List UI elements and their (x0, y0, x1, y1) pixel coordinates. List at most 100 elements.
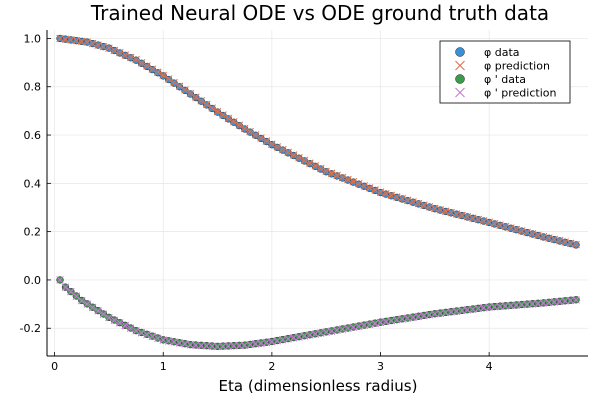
x-tick-label: 0 (51, 360, 58, 373)
data-point (371, 186, 379, 194)
data-point (458, 211, 466, 220)
x-tick-label: 2 (268, 360, 275, 373)
data-point (88, 39, 97, 48)
legend-label: φ data (484, 46, 520, 59)
data-point (126, 53, 135, 62)
legend-marker (455, 87, 465, 98)
data-point (110, 46, 119, 55)
y-tick-label: 0.2 (24, 226, 42, 239)
y-tick-label: 1.0 (24, 32, 42, 45)
data-point (94, 307, 102, 315)
data-point (121, 321, 130, 330)
legend-label: φ ' data (484, 73, 526, 86)
data-point (278, 145, 287, 154)
data-point (333, 171, 341, 180)
x-tick-label: 4 (486, 360, 493, 373)
data-point (414, 199, 423, 208)
y-tick-label: -0.2 (20, 322, 41, 335)
data-point (517, 227, 526, 235)
data-point (300, 156, 309, 165)
data-point (289, 151, 298, 159)
data-point (409, 198, 417, 206)
data-point (240, 124, 249, 133)
series-3 (56, 276, 580, 351)
data-point (447, 208, 455, 217)
series-2 (56, 276, 580, 350)
data-point (431, 204, 439, 213)
data-point (322, 167, 330, 176)
data-point (344, 175, 352, 184)
data-point (246, 127, 254, 136)
data-point (83, 300, 91, 308)
data-point (88, 303, 97, 312)
data-point (496, 221, 504, 229)
data-point (143, 330, 151, 339)
data-point (354, 179, 363, 188)
data-point (197, 96, 206, 105)
data-point (83, 38, 91, 46)
data-point (452, 210, 461, 218)
data-point (105, 44, 113, 52)
data-point (572, 240, 580, 249)
data-point (501, 222, 510, 231)
y-tick-label: 0.8 (24, 81, 42, 94)
data-point (126, 324, 135, 333)
data-point (67, 287, 75, 296)
data-point (159, 71, 168, 80)
data-point (387, 191, 396, 200)
data-point (474, 215, 483, 224)
data-point (327, 169, 336, 178)
data-point (523, 228, 531, 237)
data-point (311, 162, 320, 170)
legend-label: φ ' prediction (484, 87, 556, 100)
legend-marker (455, 60, 465, 71)
data-point (490, 219, 499, 228)
data-point (202, 100, 211, 109)
data-point (398, 194, 407, 203)
data-point (61, 283, 70, 291)
data-point (154, 334, 162, 343)
data-point (72, 292, 81, 300)
data-point (512, 225, 521, 234)
data-point (94, 41, 102, 49)
data-point (77, 296, 86, 305)
data-point (230, 117, 238, 126)
data-point (235, 121, 244, 129)
data-point (360, 182, 369, 190)
data-point (485, 218, 493, 227)
data-point (143, 62, 151, 70)
data-point (110, 316, 119, 325)
data-point (148, 332, 157, 341)
data-point (56, 276, 64, 284)
data-point (137, 328, 146, 337)
y-tick-label: 0.4 (24, 177, 42, 190)
y-tick-label: 0.0 (24, 274, 42, 287)
legend-label: φ prediction (484, 60, 550, 73)
data-point (181, 86, 189, 94)
data-point (338, 173, 347, 182)
data-point (164, 75, 173, 83)
data-point (349, 177, 358, 186)
data-point (393, 193, 401, 201)
data-point (534, 231, 542, 240)
data-point (284, 148, 292, 157)
data-point (186, 89, 195, 98)
data-point (436, 206, 445, 214)
data-point (572, 296, 580, 304)
legend-marker (455, 74, 465, 84)
data-point (425, 203, 434, 211)
data-point (105, 313, 113, 322)
data-point (115, 319, 124, 327)
x-axis-label: Eta (dimensionless radius) (219, 377, 418, 395)
data-point (175, 82, 184, 91)
axes: 0 1 2 3 4 -0.2 0.0 0.2 0.4 0.6 0.8 1.0 (20, 30, 588, 373)
data-point (463, 212, 472, 221)
data-point (137, 59, 146, 67)
data-point (507, 224, 515, 232)
data-point (192, 93, 200, 101)
data-point (382, 189, 390, 198)
data-point (295, 153, 303, 162)
x-tick-label: 3 (377, 360, 384, 373)
